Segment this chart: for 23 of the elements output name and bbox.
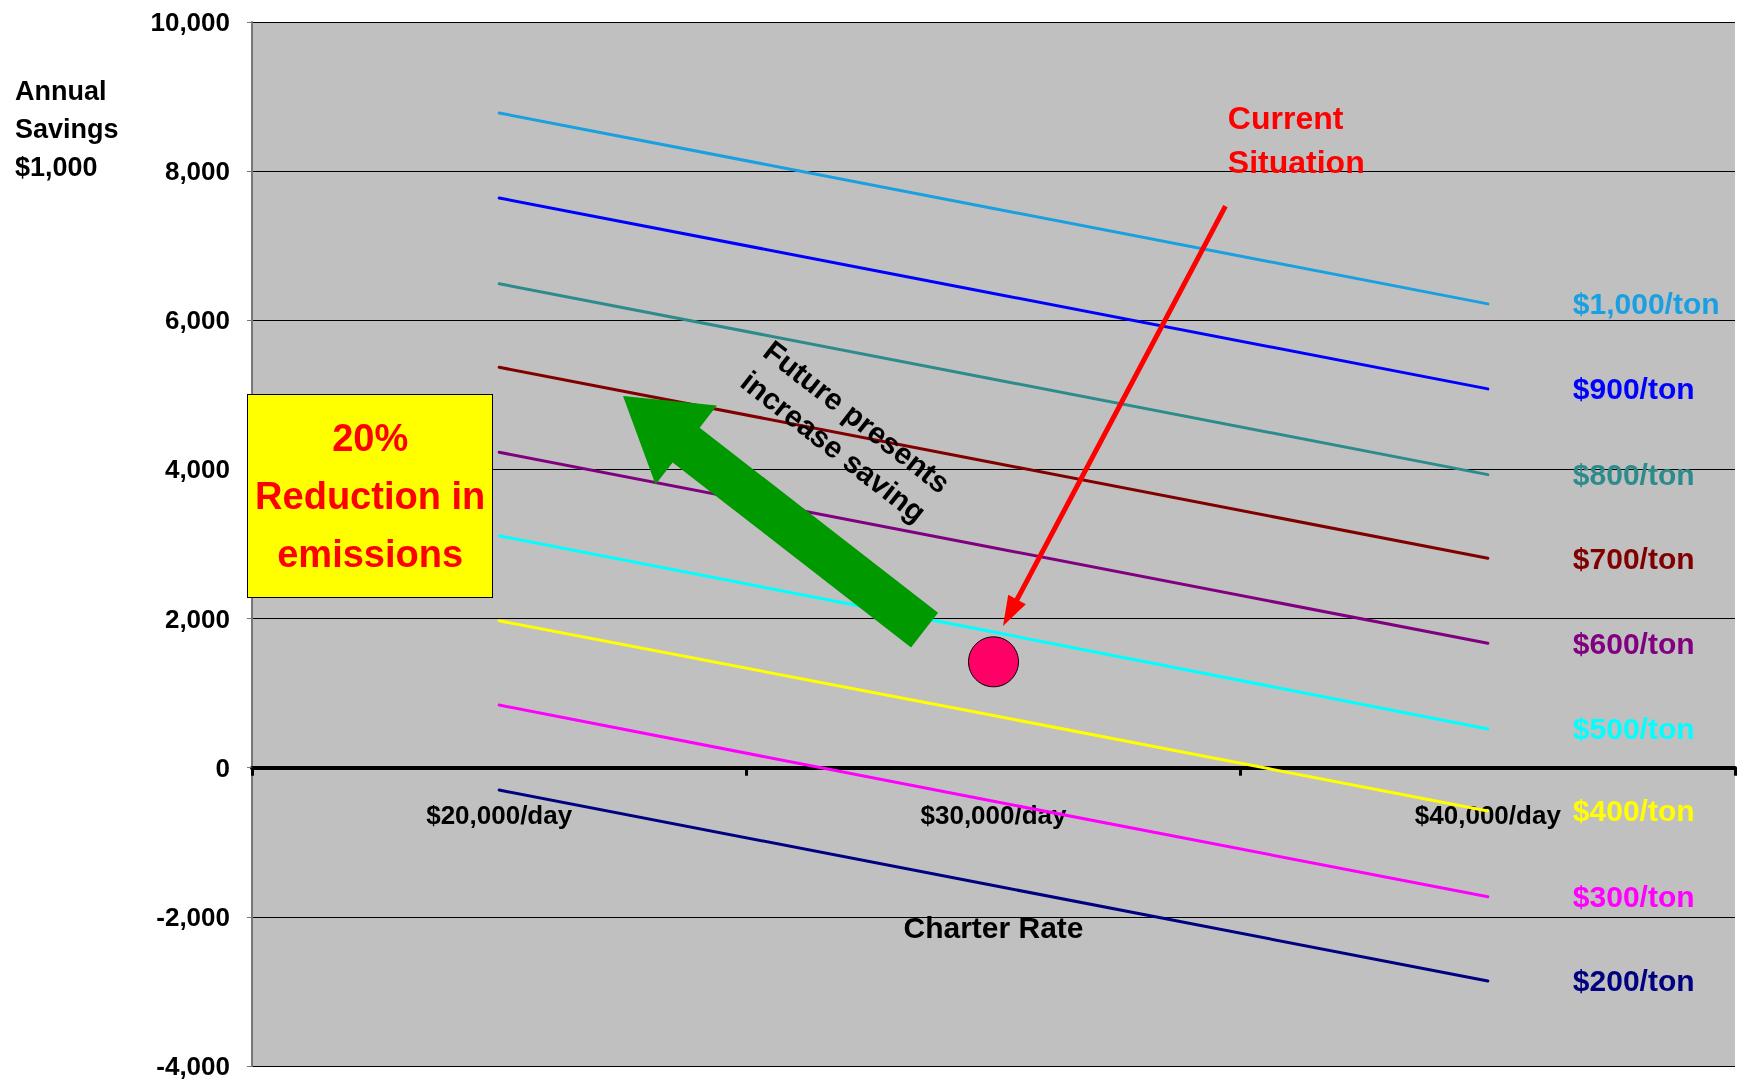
text: $200/ton xyxy=(1572,964,1695,998)
text: $600/ton xyxy=(1572,626,1695,660)
y-tick-label: 4,000 xyxy=(164,454,230,485)
y-tick-label: 0 xyxy=(215,752,230,783)
x-axis-title: Charter Rate xyxy=(903,911,1084,945)
text: $500/ton xyxy=(1572,712,1695,746)
text: $300/ton xyxy=(1572,880,1695,914)
x-tick-label: $30,000/day xyxy=(920,799,1068,830)
text: $900/ton xyxy=(1572,372,1695,406)
x-tick-label: $40,000/day xyxy=(1414,799,1562,830)
y-axis-title: Annual Savings $1,000 xyxy=(15,75,120,184)
text: $1,000/ton xyxy=(1572,287,1720,321)
annotation: Current Situation xyxy=(1227,99,1366,183)
text: $400/ton xyxy=(1572,794,1695,828)
y-tick-label: -4,000 xyxy=(156,1051,230,1080)
annotation: 20% Reduction in emissions xyxy=(247,393,494,598)
x-tick-label: $20,000/day xyxy=(426,799,573,830)
y-tick-label: 6,000 xyxy=(164,305,230,336)
y-tick-label: 10,000 xyxy=(150,7,230,37)
y-tick-label: -2,000 xyxy=(156,901,230,932)
text: $700/ton xyxy=(1572,541,1695,575)
y-tick-label: 2,000 xyxy=(164,603,230,634)
y-tick-label: 8,000 xyxy=(164,156,230,187)
